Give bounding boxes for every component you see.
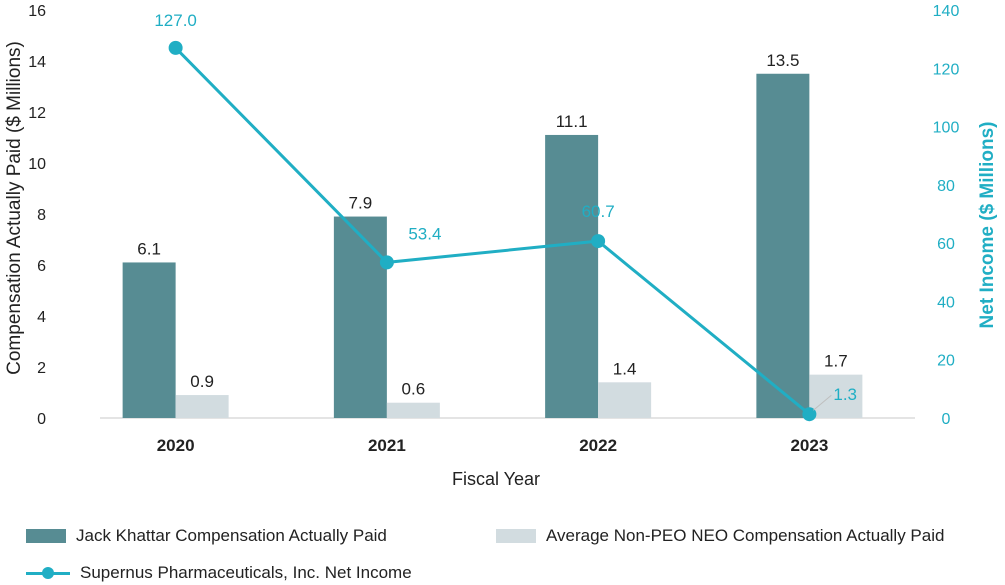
legend-label: Jack Khattar Compensation Actually Paid [76, 526, 387, 545]
net-income-data-label: 127.0 [154, 11, 197, 30]
bar-jack-khattar-2021 [333, 216, 387, 418]
bar-non-peo-neo-2021 [386, 402, 440, 418]
bar-jack-khattar-2022 [545, 134, 599, 418]
legend-item-non-peo-neo: Average Non-PEO NEO Compensation Actuall… [496, 526, 944, 546]
bar-jack-khattar-2023 [756, 73, 810, 418]
net-income-label-leader [813, 394, 832, 411]
right-axis-title: Net Income ($ Millions) [977, 122, 998, 329]
legend-label: Supernus Pharmaceuticals, Inc. Net Incom… [80, 563, 412, 582]
category-labels: 2020 2021 2022 2023 [157, 436, 829, 455]
bar-data-label: 13.5 [766, 51, 799, 70]
bar-jack-khattar-2020 [122, 262, 176, 418]
right-tick-label: 120 [933, 61, 960, 78]
bar-data-label: 0.6 [402, 380, 426, 399]
category-label: 2022 [579, 436, 617, 455]
net-income-point [802, 407, 817, 422]
left-tick-label: 12 [28, 105, 46, 122]
net-income-point [168, 40, 183, 55]
net-income-point [591, 234, 606, 249]
left-tick-label: 6 [37, 258, 46, 275]
bar-non-peo-neo-2023 [809, 374, 863, 418]
bar-data-label: 7.9 [349, 194, 373, 213]
bar-data-label: 1.4 [613, 359, 637, 378]
right-tick-label: 0 [942, 411, 951, 428]
right-tick-label: 40 [937, 294, 955, 311]
bars-group [122, 73, 863, 418]
net-income-data-label: 60.7 [582, 202, 615, 221]
right-axis-ticks: 0 20 40 60 80 100 120 140 [933, 3, 960, 428]
bar-non-peo-neo-2020 [175, 395, 229, 418]
legend-swatch-dark-teal [26, 529, 66, 543]
bar-data-label: 6.1 [137, 239, 161, 258]
net-income-line-group: 127.0 53.4 60.7 1.3 [154, 11, 857, 422]
right-tick-label: 60 [937, 236, 955, 253]
left-tick-label: 14 [28, 54, 46, 71]
net-income-line [174, 46, 811, 416]
right-tick-label: 20 [937, 353, 955, 370]
bar-data-label: 11.1 [556, 112, 588, 131]
bar-labels-group: 6.1 0.9 7.9 0.6 11.1 1.4 13.5 1.7 [137, 51, 847, 399]
legend-swatch-light-gray [496, 529, 536, 543]
net-income-data-label: 53.4 [408, 224, 441, 243]
net-income-data-label: 1.3 [833, 385, 857, 404]
category-label: 2020 [157, 436, 195, 455]
right-tick-label: 140 [933, 3, 960, 20]
left-tick-label: 10 [28, 156, 46, 173]
left-axis-title: Compensation Actually Paid ($ Millions) [4, 41, 25, 375]
legend-label: Average Non-PEO NEO Compensation Actuall… [546, 526, 945, 545]
left-tick-label: 8 [37, 207, 46, 224]
bar-data-label: 1.7 [824, 352, 848, 371]
legend-item-jack-khattar: Jack Khattar Compensation Actually Paid [26, 526, 387, 546]
left-tick-label: 16 [28, 3, 46, 20]
category-label: 2023 [790, 436, 828, 455]
chart-canvas: 0 2 4 6 8 10 12 14 16 0 20 40 60 80 100 120 140 6.1 0.9 7… [4, 3, 998, 489]
left-tick-label: 4 [37, 309, 46, 326]
legend-item-net-income: Supernus Pharmaceuticals, Inc. Net Incom… [26, 563, 412, 583]
legend-line-marker-icon [26, 566, 70, 580]
category-label: 2021 [368, 436, 406, 455]
right-tick-label: 100 [933, 120, 960, 137]
bar-non-peo-neo-2022 [598, 382, 652, 418]
net-income-point [379, 255, 394, 270]
left-tick-label: 0 [37, 411, 46, 428]
left-axis-ticks: 0 2 4 6 8 10 12 14 16 [28, 3, 46, 428]
left-tick-label: 2 [37, 360, 46, 377]
x-axis-title: Fiscal Year [452, 469, 540, 489]
bar-data-label: 0.9 [190, 372, 214, 391]
right-tick-label: 80 [937, 178, 955, 195]
